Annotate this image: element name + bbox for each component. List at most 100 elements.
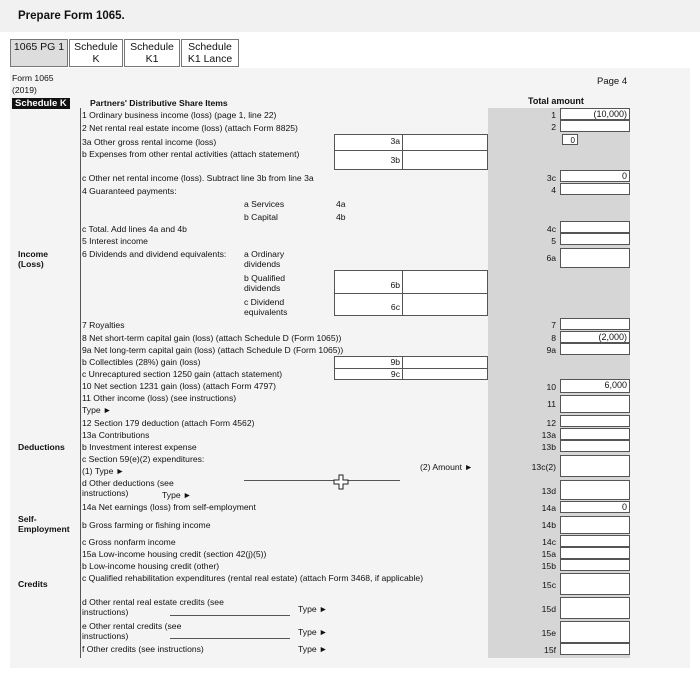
line-3c-number: 3c xyxy=(546,173,556,183)
line-14c-number: 14c xyxy=(542,537,556,547)
line-4-number: 4 xyxy=(551,185,556,195)
line-9a-amount[interactable] xyxy=(560,343,630,355)
section-self-employment: Self-Employment xyxy=(18,514,70,534)
line-15e-label: e Other rental credits (see instructions… xyxy=(82,621,182,641)
line-14b-amount[interactable] xyxy=(560,516,630,534)
line-11-number: 11 xyxy=(547,399,556,409)
line-15c-amount[interactable] xyxy=(560,573,630,595)
line-15e-number: 15e xyxy=(541,628,556,638)
line-14b-label: b Gross farming or fishing income xyxy=(82,520,211,530)
section-income: Income (Loss) xyxy=(18,249,49,269)
line-3b-label: b Expenses from other rental activities … xyxy=(82,149,300,159)
line-4b-label: b Capital xyxy=(244,212,278,222)
line-13c2-number: 13c(2) xyxy=(531,462,556,472)
line-15b-label: b Low-income housing credit (other) xyxy=(82,561,220,571)
line-13d-number: 13d xyxy=(541,486,556,496)
line-10-number: 10 xyxy=(546,382,556,392)
line-12-label: 12 Section 179 deduction (attach Form 45… xyxy=(82,418,255,428)
line-14a-amount[interactable]: 0 xyxy=(560,501,630,513)
tab-schedule-k1-lance[interactable]: Schedule K1 Lance xyxy=(181,39,239,67)
line-4c-label: c Total. Add lines 4a and 4b xyxy=(82,224,187,234)
line-10-label: 10 Net section 1231 gain (loss) (attach … xyxy=(82,381,276,391)
line-4-label: 4 Guaranteed payments: xyxy=(82,186,177,196)
line-1-number: 1 xyxy=(551,110,556,120)
line-4c-amount[interactable] xyxy=(560,221,630,233)
type-entry-line xyxy=(244,480,400,481)
line-3a-number: 3a xyxy=(390,136,400,146)
line-7-label: 7 Royalties xyxy=(82,320,125,330)
line-5-number: 5 xyxy=(551,236,556,246)
tab-schedule-k1[interactable]: Schedule K1 xyxy=(124,39,180,67)
line-10-amount[interactable]: 6,000 xyxy=(560,379,630,393)
line-6a-amount[interactable] xyxy=(560,248,630,268)
line-13b-number: 13b xyxy=(541,442,556,452)
line-13d-amount[interactable] xyxy=(560,480,630,500)
line-9a-number: 9a xyxy=(546,345,556,355)
page-header: Prepare Form 1065. xyxy=(0,0,700,32)
line-2-amount[interactable] xyxy=(560,120,630,132)
line-3a-amount[interactable]: 0 xyxy=(562,134,578,145)
mid-divider xyxy=(334,150,488,151)
line-13b-label: b Investment interest expense xyxy=(82,442,197,452)
line-7-amount[interactable] xyxy=(560,318,630,330)
line-14c-label: c Gross nonfarm income xyxy=(82,537,176,547)
line-15e-amount[interactable] xyxy=(560,621,630,643)
column-divider xyxy=(80,108,81,658)
mid-box-3 xyxy=(334,134,488,170)
line-4-amount[interactable] xyxy=(560,183,630,195)
section-deductions: Deductions xyxy=(18,442,65,452)
form-name: Form 1065 xyxy=(12,73,54,83)
line-9b-number: 9b xyxy=(390,357,400,367)
line-12-amount[interactable] xyxy=(560,415,630,427)
line-15a-number: 15a xyxy=(541,549,556,559)
line-9b-label: b Collectibles (28%) gain (loss) xyxy=(82,357,201,367)
line-11-label: 11 Other income (loss) (see instructions… xyxy=(82,393,237,403)
line-11-type-label: Type ► xyxy=(82,405,112,415)
line-6a-label: a Ordinary dividends xyxy=(244,249,285,269)
line-6b-number: 6b xyxy=(390,280,400,290)
line-15d-amount[interactable] xyxy=(560,597,630,619)
line-14c-amount[interactable] xyxy=(560,535,630,547)
line-13a-amount[interactable] xyxy=(560,428,630,440)
line-1-amount[interactable]: (10,000) xyxy=(560,108,630,120)
line-8-amount[interactable]: (2,000) xyxy=(560,331,630,343)
tab-schedule-k[interactable]: Schedule K xyxy=(69,39,123,67)
line-2-number: 2 xyxy=(551,122,556,132)
line-5-amount[interactable] xyxy=(560,233,630,245)
line-3a-label: 3a Other gross rental income (loss) xyxy=(82,137,217,147)
line-13c1-label: (1) Type ► xyxy=(82,466,125,476)
line-15c-number: 15c xyxy=(542,580,556,590)
line-13c2-label: (2) Amount ► xyxy=(420,462,473,472)
line-15f-amount[interactable] xyxy=(560,643,630,655)
line-9c-label: c Unrecaptured section 1250 gain (attach… xyxy=(82,369,283,379)
line-9c-number: 9c xyxy=(390,369,400,379)
line-7-number: 7 xyxy=(551,320,556,330)
line-8-number: 8 xyxy=(551,333,556,343)
line-9a-label: 9a Net long-term capital gain (loss) (at… xyxy=(82,345,344,355)
line-13c2-amount[interactable] xyxy=(560,455,630,477)
line-13d-type-label: Type ► xyxy=(162,490,192,500)
line-6c-number: 6c xyxy=(390,302,400,312)
line-4a-number: 4a xyxy=(336,199,346,209)
line-13b-amount[interactable] xyxy=(560,440,630,452)
line-6b-label: b Qualified dividends xyxy=(244,273,286,293)
line-4a-label: a Services xyxy=(244,199,285,209)
line-3c-label: c Other net rental income (loss). Subtra… xyxy=(82,173,314,183)
line-6c-label: c Dividend equivalents xyxy=(244,297,288,317)
line-6a-number: 6a xyxy=(546,253,556,263)
items-heading: Partners' Distributive Share Items xyxy=(90,98,228,108)
tab-1065-pg1[interactable]: 1065 PG 1 xyxy=(10,39,68,67)
line-15d-number: 15d xyxy=(541,604,556,614)
line-15b-amount[interactable] xyxy=(560,559,630,571)
line-11-amount[interactable] xyxy=(560,395,630,413)
line-15a-amount[interactable] xyxy=(560,547,630,559)
line-14a-number: 14a xyxy=(541,503,556,513)
line-15c-label: c Qualified rehabilitation expenditures … xyxy=(82,573,424,583)
line-3c-amount[interactable]: 0 xyxy=(560,170,630,182)
crosshair-cursor-icon xyxy=(333,474,349,490)
page-title: Prepare Form 1065. xyxy=(18,10,125,22)
line-15e-type-label: Type ► xyxy=(298,627,328,637)
line-14b-number: 14b xyxy=(541,520,556,530)
line-4c-number: 4c xyxy=(546,224,556,234)
line-3b-number: 3b xyxy=(390,155,400,165)
